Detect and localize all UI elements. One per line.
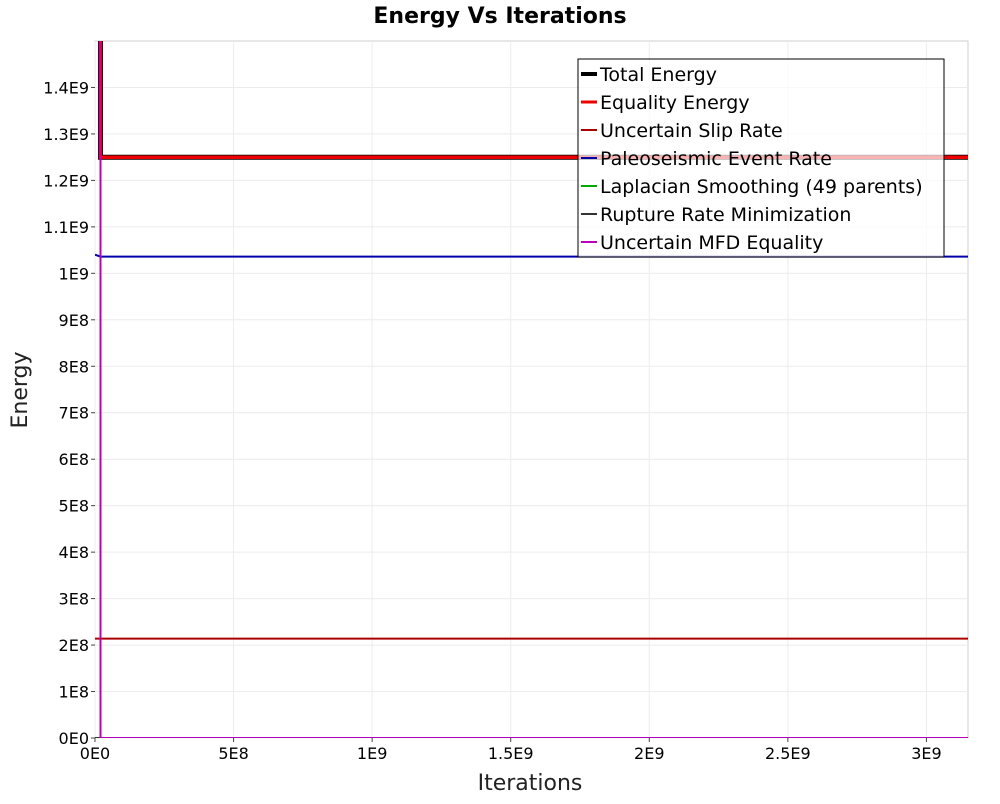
y-tick-label: 2E8 <box>59 636 89 655</box>
grid <box>94 41 968 739</box>
legend-label: Uncertain Slip Rate <box>600 120 783 142</box>
y-tick-label: 6E8 <box>59 450 89 469</box>
y-tick-label: 4E8 <box>59 543 89 562</box>
legend-label: Uncertain MFD Equality <box>600 232 823 254</box>
y-tick-label: 5E8 <box>59 497 89 516</box>
y-tick-label: 8E8 <box>59 357 89 376</box>
y-tick-label: 1.1E9 <box>43 218 89 237</box>
legend-label: Equality Energy <box>600 92 750 114</box>
x-axis-label: Iterations <box>478 771 583 796</box>
y-tick-label: 0E0 <box>59 729 89 748</box>
x-tick-label: 1.5E9 <box>488 744 534 763</box>
legend-label: Paleoseismic Event Rate <box>600 148 832 170</box>
legend-label: Rupture Rate Minimization <box>600 204 851 226</box>
x-tick-label: 2E9 <box>634 744 664 763</box>
y-tick-label: 1.3E9 <box>43 125 89 144</box>
y-axis-ticks: 0E0 1E8 2E8 3E8 4E8 5E8 6E8 7E8 8E8 9E8 1E9 1.1E9 1.… <box>43 78 95 748</box>
chart-title: Energy Vs Iterations <box>373 4 626 29</box>
x-tick-label: 3E9 <box>911 744 941 763</box>
y-tick-label: 7E8 <box>59 404 89 423</box>
x-tick-label: 1E9 <box>357 744 387 763</box>
x-tick-label: 5E8 <box>218 744 248 763</box>
y-axis-label: Energy <box>8 351 33 428</box>
x-tick-label: 0E0 <box>80 744 110 763</box>
legend-box <box>577 58 945 258</box>
y-tick-label: 1.4E9 <box>43 78 89 97</box>
series-line-equality-energy <box>98 41 968 159</box>
series-line-uncertain-mfd-equality <box>99 41 968 738</box>
legend: Total Energy Equality Energy Uncertain Sli… <box>577 58 945 258</box>
y-tick-label: 1.2E9 <box>43 171 89 190</box>
x-tick-label: 2.5E9 <box>765 744 811 763</box>
x-axis-ticks: 0E0 5E8 1E9 1.5E9 2E9 2.5E9 3E9 <box>80 738 942 763</box>
y-tick-label: 1E8 <box>59 683 89 702</box>
y-tick-label: 3E8 <box>59 590 89 609</box>
legend-label: Laplacian Smoothing (49 parents) <box>600 176 923 198</box>
legend-label: Total Energy <box>599 64 717 86</box>
y-tick-label: 1E9 <box>59 264 89 283</box>
y-tick-label: 9E8 <box>59 311 89 330</box>
